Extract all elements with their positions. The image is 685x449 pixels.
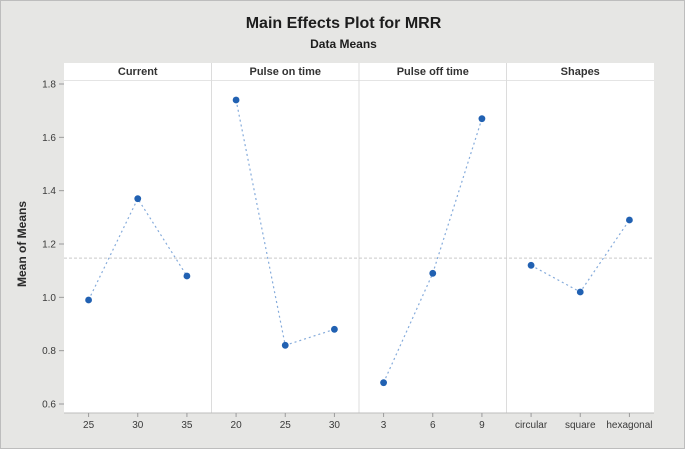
data-point <box>626 216 633 224</box>
x-tick-label: 25 <box>83 420 95 431</box>
panel-label: Pulse on time <box>249 66 321 78</box>
data-point <box>281 341 289 349</box>
data-point <box>380 379 387 387</box>
x-tick-label: 9 <box>479 420 485 431</box>
y-tick-label: 1.4 <box>42 186 56 197</box>
data-point <box>576 288 584 296</box>
data-point <box>527 261 535 269</box>
x-tick-label: 20 <box>231 420 243 431</box>
data-point <box>134 195 142 203</box>
x-tick-label: 25 <box>280 420 292 431</box>
x-tick-label: 30 <box>132 420 144 431</box>
x-tick-label: 30 <box>329 420 341 431</box>
y-tick-label: 0.6 <box>42 400 56 411</box>
x-tick-label: circular <box>515 420 548 431</box>
x-tick-label: square <box>565 420 596 431</box>
chart-subtitle: Data Means <box>310 37 377 51</box>
y-tick-label: 1.0 <box>42 293 56 304</box>
data-point <box>331 325 338 333</box>
data-point <box>478 115 486 123</box>
x-tick-label: 6 <box>430 420 436 431</box>
panel-label: Current <box>118 66 158 78</box>
data-point <box>85 296 92 304</box>
x-tick-label: 3 <box>381 420 387 431</box>
y-tick-label: 1.2 <box>42 240 56 251</box>
panel-label: Shapes <box>561 66 600 78</box>
data-point <box>232 96 240 104</box>
y-tick-label: 1.6 <box>42 133 56 144</box>
x-tick-label: hexagonal <box>606 420 652 431</box>
data-point <box>183 272 191 280</box>
chart-title: Main Effects Plot for MRR <box>245 15 442 32</box>
x-tick-label: 35 <box>181 420 193 431</box>
y-tick-label: 0.8 <box>42 346 56 357</box>
panel-label: Pulse off time <box>397 66 469 78</box>
data-point <box>429 269 437 277</box>
y-tick-label: 1.8 <box>42 80 56 91</box>
